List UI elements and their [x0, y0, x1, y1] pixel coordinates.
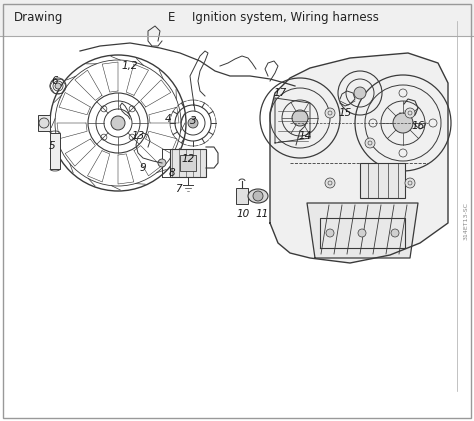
Circle shape [405, 178, 415, 188]
Circle shape [158, 159, 166, 167]
Bar [180, 155, 196, 171]
Bar [0, 0, 474, 36]
Circle shape [365, 138, 375, 148]
Polygon shape [270, 53, 448, 263]
Text: 3: 3 [190, 116, 196, 126]
Circle shape [405, 108, 415, 118]
Bar [360, 163, 405, 198]
Text: 15: 15 [338, 108, 352, 118]
Text: 4: 4 [164, 114, 171, 124]
Bar [38, 115, 50, 131]
Circle shape [326, 229, 334, 237]
Bar [170, 149, 206, 177]
Text: 6: 6 [52, 76, 58, 86]
Circle shape [111, 116, 125, 130]
Text: 10: 10 [237, 209, 250, 219]
Text: 12: 12 [182, 154, 195, 164]
Text: 5: 5 [49, 141, 55, 151]
Circle shape [393, 113, 413, 133]
Text: Ignition system, Wiring harness: Ignition system, Wiring harness [192, 11, 379, 24]
Circle shape [358, 229, 366, 237]
Circle shape [354, 87, 366, 99]
Polygon shape [307, 203, 418, 258]
Ellipse shape [248, 189, 268, 203]
Text: 16: 16 [411, 121, 425, 131]
Text: 1,2: 1,2 [122, 61, 138, 71]
Text: Drawing: Drawing [14, 11, 64, 24]
Text: 8: 8 [169, 168, 175, 178]
Circle shape [39, 118, 49, 128]
Text: 13: 13 [131, 131, 145, 141]
Circle shape [391, 229, 399, 237]
Text: 17: 17 [273, 88, 287, 98]
Text: 11: 11 [255, 209, 269, 219]
Text: 9: 9 [140, 163, 146, 173]
Circle shape [253, 191, 263, 201]
Circle shape [325, 108, 335, 118]
Circle shape [325, 178, 335, 188]
Circle shape [55, 83, 61, 89]
Text: 314ET13-SC: 314ET13-SC [464, 202, 468, 240]
Circle shape [188, 118, 198, 128]
Circle shape [292, 110, 308, 126]
Text: E: E [168, 11, 175, 24]
Bar [50, 133, 60, 169]
Bar [236, 188, 248, 204]
Text: 14: 14 [298, 131, 311, 141]
Text: 7: 7 [175, 184, 182, 194]
